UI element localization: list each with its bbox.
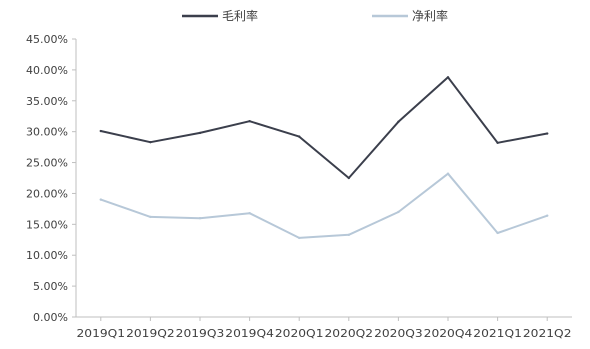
legend-label: 净利率	[412, 8, 448, 23]
y-tick-label: 10.00%	[26, 249, 68, 262]
data-point	[198, 131, 202, 135]
y-tick-label: 5.00%	[33, 280, 68, 293]
y-tick-label: 35.00%	[26, 95, 68, 108]
x-tick-label: 2020Q1	[275, 328, 324, 340]
series-line-1	[99, 172, 549, 239]
data-point	[446, 172, 450, 175]
data-point	[149, 140, 152, 144]
y-tick-label: 20.00%	[26, 187, 68, 200]
x-tick-label: 2019Q2	[126, 328, 175, 340]
data-point	[347, 233, 350, 237]
y-tick-label: 0.00%	[33, 311, 68, 324]
x-tick-label: 2020Q2	[325, 328, 374, 340]
data-point	[149, 215, 152, 219]
series-layer	[99, 76, 549, 240]
data-point	[496, 141, 499, 144]
data-point	[99, 129, 103, 133]
x-tick-label: 2019Q3	[176, 328, 225, 340]
y-tick-label: 30.00%	[26, 126, 68, 139]
y-tick-label: 40.00%	[26, 64, 68, 77]
legend-item: 毛利率	[182, 8, 258, 23]
x-tick-label: 2019Q4	[225, 328, 274, 340]
x-tick-label: 2020Q3	[374, 328, 423, 340]
x-tick-label: 2021Q2	[523, 328, 572, 340]
y-tick-label: 25.00%	[26, 157, 68, 170]
series-line-0	[99, 76, 549, 179]
data-point	[298, 135, 301, 138]
legend-item: 净利率	[372, 8, 448, 23]
x-axis: 2019Q1 2019Q2 2019Q3 2019Q4 2020Q1 2020Q2 2020…	[76, 316, 572, 340]
data-point	[397, 210, 400, 214]
legend: 毛利率 净利率	[182, 8, 448, 23]
data-point	[496, 231, 499, 235]
y-axis: 0.00% 5.00% 10.00% 15.00% 20.00% 25.00% 30.00%…	[26, 33, 77, 324]
data-point	[248, 212, 251, 215]
data-point	[546, 132, 549, 135]
x-tick-label: 2020Q4	[424, 328, 473, 340]
data-point	[298, 236, 301, 240]
data-point	[99, 198, 103, 201]
data-point	[248, 119, 251, 123]
legend-label: 毛利率	[222, 8, 258, 23]
data-point	[546, 214, 549, 217]
y-tick-label: 45.00%	[26, 33, 68, 46]
y-tick-label: 15.00%	[26, 218, 68, 231]
data-point	[446, 76, 450, 79]
data-point	[397, 120, 400, 123]
data-point	[198, 216, 202, 220]
x-tick-label: 2021Q1	[473, 328, 522, 340]
data-point	[347, 176, 350, 180]
x-tick-label: 2019Q1	[77, 328, 126, 340]
